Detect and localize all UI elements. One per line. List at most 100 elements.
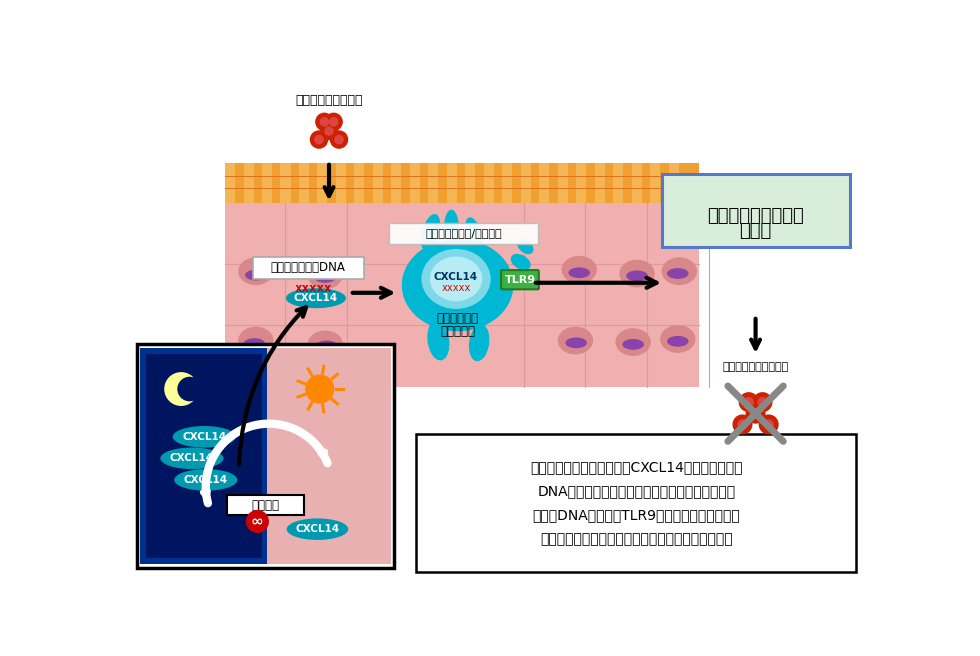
Bar: [558, 163, 567, 203]
FancyBboxPatch shape: [662, 174, 850, 247]
Ellipse shape: [622, 339, 644, 350]
Circle shape: [758, 397, 767, 407]
Circle shape: [763, 419, 774, 430]
Bar: [595, 163, 605, 203]
Bar: [416, 434, 857, 571]
Text: マクロファージ/樹状細胞: マクロファージ/樹状細胞: [425, 228, 502, 239]
Bar: [280, 163, 290, 203]
Text: ∞: ∞: [251, 514, 264, 529]
FancyBboxPatch shape: [389, 222, 538, 244]
Bar: [225, 163, 699, 203]
Ellipse shape: [308, 261, 343, 289]
Circle shape: [177, 377, 202, 401]
FancyBboxPatch shape: [253, 256, 364, 279]
Circle shape: [310, 131, 328, 149]
Bar: [373, 163, 383, 203]
Ellipse shape: [421, 214, 440, 251]
Text: 夜間での自然免疫の: 夜間での自然免疫の: [708, 207, 804, 225]
Circle shape: [315, 134, 323, 144]
Text: CXCL14: CXCL14: [295, 524, 339, 534]
Ellipse shape: [565, 337, 587, 348]
Ellipse shape: [667, 268, 689, 279]
Circle shape: [744, 397, 754, 407]
Bar: [299, 163, 309, 203]
Bar: [650, 163, 661, 203]
Text: エンドソーム: エンドソーム: [437, 312, 478, 325]
Ellipse shape: [244, 338, 266, 349]
Bar: [262, 163, 272, 203]
Circle shape: [246, 510, 269, 533]
Circle shape: [732, 415, 753, 434]
Circle shape: [319, 122, 338, 140]
Ellipse shape: [661, 325, 696, 353]
Circle shape: [759, 415, 779, 434]
Ellipse shape: [172, 426, 236, 447]
Text: リソソーム: リソソーム: [440, 325, 475, 338]
Bar: [225, 203, 699, 387]
Bar: [136, 344, 395, 567]
Bar: [447, 163, 457, 203]
Text: CXCL14: CXCL14: [183, 475, 228, 485]
Ellipse shape: [174, 469, 237, 491]
Ellipse shape: [468, 325, 489, 361]
Bar: [355, 163, 365, 203]
Circle shape: [324, 113, 343, 131]
Ellipse shape: [315, 272, 336, 283]
Ellipse shape: [161, 447, 223, 469]
Ellipse shape: [430, 256, 482, 301]
Text: 生体リズムにより、夜間にCXCL14が多くなると、
DNAと複合体を形成して、マクロファージや樹状
細胞のDNAセンサーTLR9を活性化し自然免疫を
発動し、黄: 生体リズムにより、夜間にCXCL14が多くなると、 DNAと複合体を形成して、マ…: [530, 460, 743, 546]
Ellipse shape: [421, 249, 491, 309]
Ellipse shape: [245, 270, 267, 281]
Text: 黄色ブドウ球菌感染: 黄色ブドウ球菌感染: [295, 94, 363, 107]
Ellipse shape: [316, 340, 337, 352]
FancyBboxPatch shape: [226, 495, 304, 516]
Bar: [503, 163, 513, 203]
Ellipse shape: [287, 518, 348, 540]
Bar: [520, 163, 531, 203]
Ellipse shape: [238, 257, 273, 285]
Ellipse shape: [667, 336, 689, 346]
Circle shape: [305, 375, 334, 403]
Circle shape: [334, 134, 344, 144]
FancyBboxPatch shape: [501, 270, 539, 289]
Ellipse shape: [662, 257, 697, 285]
Bar: [428, 163, 438, 203]
Text: TLR9: TLR9: [505, 275, 535, 285]
Circle shape: [739, 392, 759, 412]
Circle shape: [751, 409, 760, 419]
Bar: [268, 348, 391, 564]
Text: CXCL14: CXCL14: [434, 272, 478, 282]
Circle shape: [329, 117, 338, 127]
Ellipse shape: [402, 239, 514, 331]
Bar: [244, 163, 254, 203]
Circle shape: [165, 372, 198, 406]
Circle shape: [319, 117, 329, 127]
Bar: [484, 163, 494, 203]
Bar: [391, 163, 402, 203]
Bar: [318, 163, 327, 203]
Bar: [336, 163, 346, 203]
Ellipse shape: [619, 260, 655, 287]
Circle shape: [324, 126, 334, 136]
Ellipse shape: [427, 321, 450, 360]
Bar: [146, 354, 262, 558]
Circle shape: [753, 392, 772, 412]
Text: xxxxx: xxxxx: [295, 281, 332, 295]
Ellipse shape: [517, 239, 533, 254]
Ellipse shape: [568, 268, 590, 278]
Bar: [140, 348, 268, 564]
Bar: [613, 163, 623, 203]
Ellipse shape: [308, 331, 343, 358]
Ellipse shape: [562, 256, 597, 283]
Ellipse shape: [444, 210, 460, 250]
Ellipse shape: [626, 270, 648, 281]
Circle shape: [330, 131, 348, 149]
Text: xxxxx: xxxxx: [441, 283, 470, 293]
Circle shape: [746, 403, 765, 424]
Ellipse shape: [558, 327, 593, 354]
Ellipse shape: [238, 327, 273, 354]
Bar: [576, 163, 586, 203]
Ellipse shape: [286, 288, 346, 308]
Text: CXCL14: CXCL14: [294, 293, 338, 303]
Bar: [225, 163, 235, 203]
